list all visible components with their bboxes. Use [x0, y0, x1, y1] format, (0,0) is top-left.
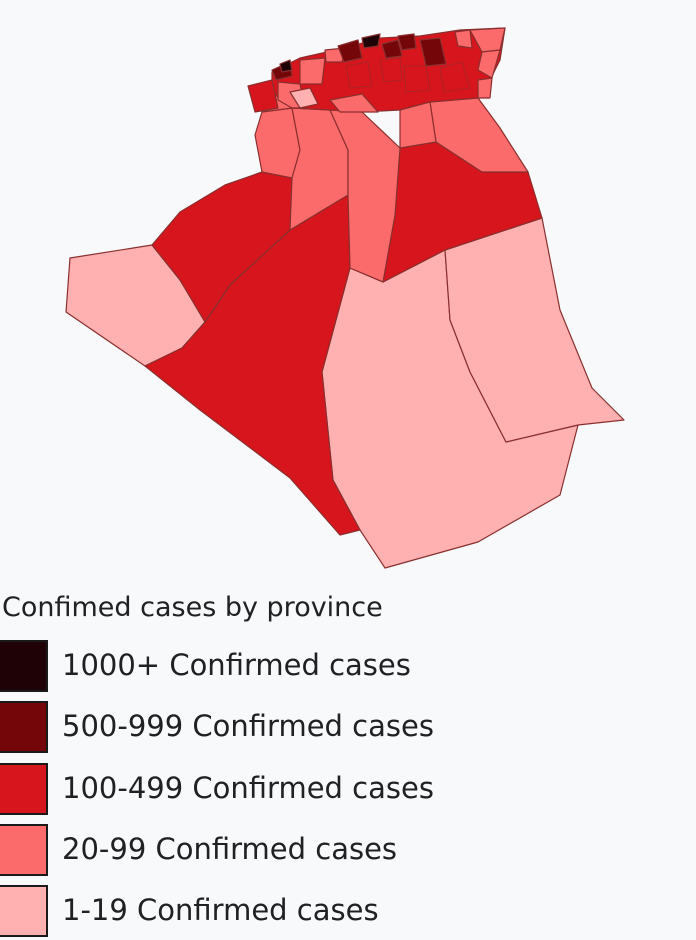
legend-swatch: [0, 701, 48, 753]
legend-swatch: [0, 885, 48, 937]
legend-item-1000-plus: 1000+ Confirmed cases: [0, 640, 696, 692]
province-algiers: [361, 33, 381, 49]
province-msila: [403, 65, 431, 93]
province-laghouat: [329, 109, 401, 283]
algeria-province-map: [65, 27, 625, 569]
legend-label: 20-99 Confirmed cases: [62, 832, 398, 866]
province-annaba: [454, 29, 473, 49]
province-tebessa: [477, 77, 493, 99]
legend-swatch: [0, 640, 48, 692]
province-tizi-ouzou: [397, 33, 417, 51]
province-biskra: [399, 101, 437, 149]
legend-item-500-999: 500-999 Confirmed cases: [0, 701, 696, 753]
legend-item-20-99: 20-99 Confirmed cases: [0, 824, 696, 876]
legend-label: 500-999 Confirmed cases: [62, 709, 434, 743]
province-blida: [337, 39, 363, 63]
province-tlemcen: [247, 79, 279, 113]
legend-item-100-499: 100-499 Confirmed cases: [0, 763, 696, 815]
province-chlef: [279, 59, 293, 73]
legend-label: 1000+ Confirmed cases: [62, 648, 411, 682]
legend-label: 100-499 Confirmed cases: [62, 771, 434, 805]
legend-item-1-19: 1-19 Confirmed cases: [0, 885, 696, 937]
province-illizi: [444, 217, 625, 443]
province-relizane: [381, 39, 403, 59]
legend-title: Confimed cases by province: [2, 592, 383, 623]
province-el-bayadh: [254, 107, 301, 179]
province-batna: [439, 61, 471, 93]
province-tiaret: [329, 93, 379, 113]
legend-swatch: [0, 824, 48, 876]
legend-swatch: [0, 763, 48, 815]
legend-label: 1-19 Confirmed cases: [62, 893, 379, 927]
province-mascara: [299, 57, 326, 85]
province-setif: [419, 37, 447, 67]
province-medea: [345, 61, 373, 89]
province-bordj: [379, 57, 403, 83]
province-ain-temouchent: [289, 87, 319, 109]
